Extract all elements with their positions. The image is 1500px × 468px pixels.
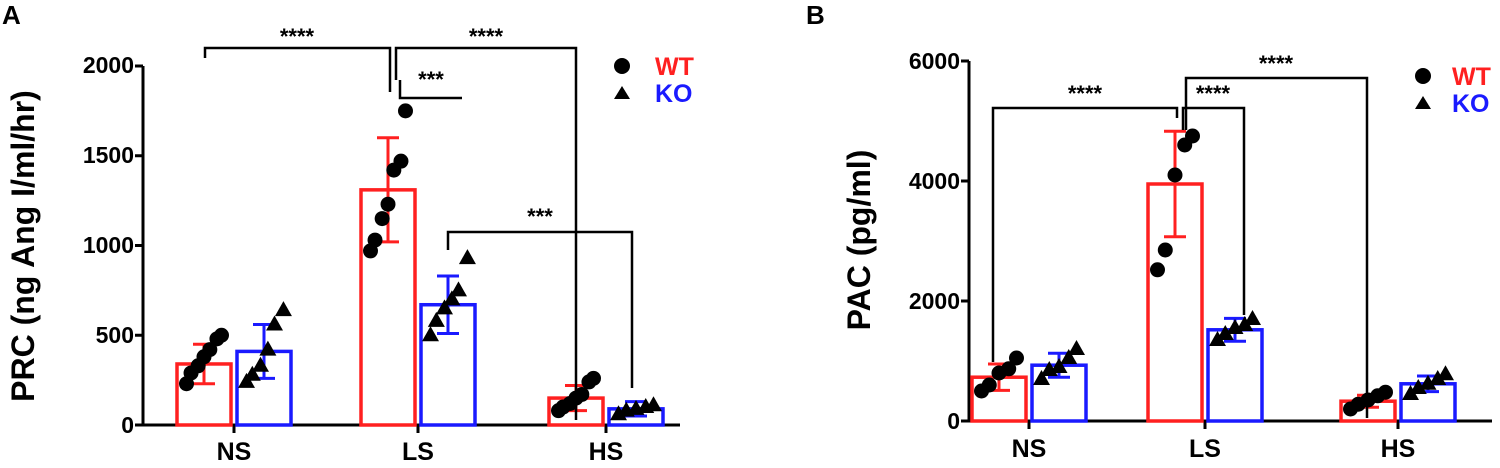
significance-bracket-2 [398, 80, 462, 100]
panel-a-y-tick-0: 0 [121, 412, 134, 438]
panel-a-y-tick-2: 1000 [83, 232, 134, 258]
panel-b-y-tick-0: 0 [947, 408, 960, 434]
significance-bracket-0 [203, 46, 392, 92]
significance-bracket-1 [1181, 106, 1246, 315]
data-point-ko [1216, 325, 1234, 340]
data-point-ko [1402, 385, 1420, 400]
panel-b-x-tick-ls: LS [1189, 435, 1221, 463]
legend-ko-label: KO [655, 80, 693, 108]
significance-bracket-2 [1184, 76, 1369, 418]
panel-a-y-tick-1: 500 [96, 322, 134, 348]
data-point-ko [252, 356, 270, 372]
data-point-ko [427, 311, 445, 327]
data-point-ko [458, 249, 476, 265]
significance-label-1: **** [1196, 81, 1231, 106]
data-point-ko [1419, 374, 1437, 390]
data-point-wt [202, 342, 218, 358]
data-point-wt [1157, 242, 1173, 258]
data-point-ko [1429, 370, 1447, 385]
data-point-ko [443, 290, 461, 306]
panel-b-y-tick-1: 2000 [909, 288, 960, 314]
panel-b-y-ticks: 0 2000 4000 6000 [909, 48, 960, 434]
panel-a-y-tick-4: 2000 [83, 52, 134, 78]
data-point-wt [367, 232, 383, 248]
legend-wt-label: WT [655, 53, 694, 81]
data-point-wt [585, 370, 601, 386]
panel-b-x-tick-hs: HS [1381, 435, 1416, 463]
data-point-wt [981, 377, 997, 393]
significance-bracket-1 [394, 46, 578, 420]
data-point-ko [259, 340, 277, 356]
significance-label-2: *** [418, 67, 444, 92]
data-point-ko [449, 281, 467, 297]
significance-label-0: **** [280, 24, 315, 49]
panel-a-label: A [2, 0, 21, 30]
legend-wt-label-b: WT [1452, 63, 1491, 91]
panel-b-x-tick-ns: NS [1012, 435, 1047, 463]
legend-wt-marker-icon [614, 58, 630, 74]
data-point-ko [1243, 310, 1261, 325]
data-point-wt [374, 211, 390, 227]
panel-b-y-tick-3: 6000 [909, 48, 960, 74]
data-point-ko [1050, 358, 1068, 373]
data-point-wt [574, 386, 590, 402]
data-point-ko [436, 299, 454, 315]
panel-a-y-ticks: 0 500 1000 1500 2000 [83, 52, 134, 438]
data-point-wt [397, 103, 413, 119]
data-point-ko [1236, 316, 1254, 331]
data-point-wt [1008, 350, 1024, 366]
data-point-ko [1409, 379, 1427, 394]
panel-b-y-axis-label: PAC (pg/ml) [841, 150, 877, 331]
data-point-ko [1436, 365, 1454, 381]
data-point-ko [1209, 331, 1227, 346]
legend-ko-marker-icon [614, 86, 630, 99]
panel-b-plot-area: **** **** **** [961, 51, 1492, 429]
panel-a-x-tick-hs: HS [589, 438, 624, 466]
significance-label-0: **** [1068, 81, 1103, 106]
panel-b-label: B [806, 0, 825, 30]
panel-a-y-axis-label: PRC (ng Ang I/ml/hr) [5, 90, 41, 402]
data-point-ko [422, 326, 440, 342]
panel-a-y-tick-3: 1500 [83, 142, 134, 168]
data-point-ko [1060, 349, 1078, 364]
data-point-ko [274, 301, 292, 317]
legend-ko-marker-icon [1415, 96, 1431, 109]
significance-label-1: **** [469, 24, 504, 49]
data-point-wt [1001, 361, 1017, 377]
legend-wt-marker-icon [1415, 68, 1431, 84]
data-point-ko [265, 315, 283, 331]
panel-a-plot-area: **** ********** [135, 24, 680, 433]
significance-bracket-0 [991, 106, 1179, 362]
significance-label-2: **** [1259, 51, 1294, 76]
panel-a-legend: WT KO [614, 53, 694, 108]
data-point-wt [213, 327, 229, 343]
data-point-ko [1067, 340, 1085, 355]
data-point-wt [1167, 167, 1183, 183]
panel-b: B PAC (pg/ml) 0 2000 4000 6000 NS LS HS … [806, 0, 1492, 463]
data-point-ko [243, 365, 261, 381]
panel-a-x-tick-ns: NS [217, 438, 252, 466]
panel-b-y-tick-2: 4000 [909, 168, 960, 194]
data-point-wt [380, 196, 396, 212]
panel-a-x-tick-ls: LS [402, 438, 434, 466]
data-point-wt [1150, 262, 1166, 278]
panel-b-legend: WT KO [1415, 63, 1491, 118]
legend-ko-label-b: KO [1452, 90, 1490, 118]
data-point-ko [644, 396, 662, 412]
data-point-wt [1184, 128, 1200, 144]
significance-label-3: *** [527, 204, 553, 229]
data-point-wt [393, 153, 409, 169]
data-point-wt [1377, 384, 1393, 400]
panel-a: A PRC (ng Ang I/ml/hr) 0 500 1000 1500 2… [2, 0, 694, 466]
data-point-ko [1033, 370, 1051, 385]
significance-bracket-3 [446, 230, 634, 388]
